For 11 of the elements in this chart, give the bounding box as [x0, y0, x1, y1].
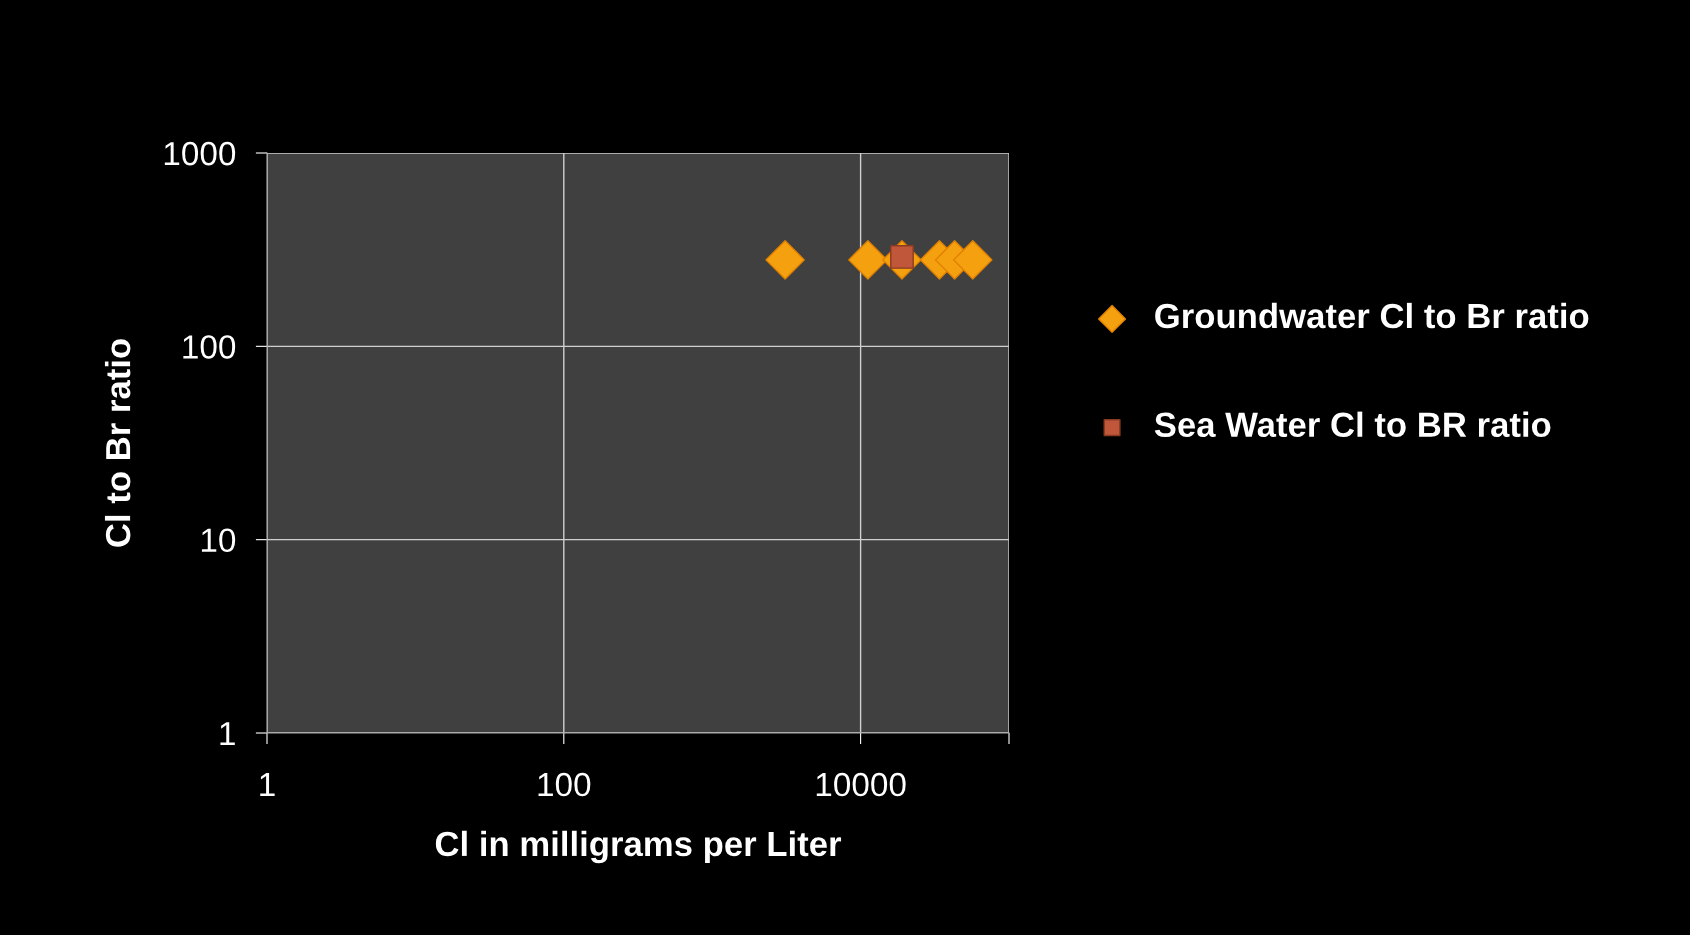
- x-tick-label: 10000: [816, 772, 906, 797]
- y-tick-label: 1: [220, 722, 235, 746]
- legend-label: Groundwater Cl to Br ratio: [1155, 302, 1589, 329]
- y-tick-label: 100: [183, 335, 236, 359]
- x-tick-label: 100: [538, 772, 591, 797]
- y-tick-label: 1000: [164, 141, 236, 166]
- y-axis-title: Cl to Br ratio: [104, 339, 131, 547]
- y-tick-label: 10: [201, 528, 236, 553]
- legend-label: Sea Water Cl to BR ratio: [1154, 411, 1551, 438]
- x-tick-label: 1: [260, 773, 275, 797]
- x-axis-title: Cl in milligrams per Liter: [435, 830, 842, 864]
